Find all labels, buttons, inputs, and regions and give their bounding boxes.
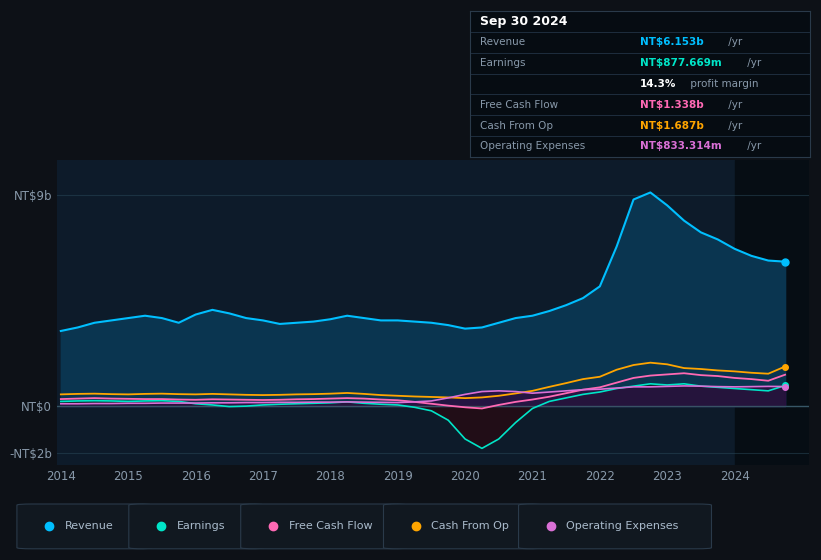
Text: Revenue: Revenue: [65, 521, 113, 531]
Text: /yr: /yr: [725, 38, 742, 48]
FancyBboxPatch shape: [519, 504, 712, 549]
FancyBboxPatch shape: [383, 504, 542, 549]
FancyBboxPatch shape: [129, 504, 264, 549]
Text: NT$877.669m: NT$877.669m: [640, 58, 722, 68]
Text: 14.3%: 14.3%: [640, 79, 676, 89]
Text: profit margin: profit margin: [687, 79, 759, 89]
Text: NT$6.153b: NT$6.153b: [640, 38, 704, 48]
FancyBboxPatch shape: [241, 504, 406, 549]
Text: Cash From Op: Cash From Op: [479, 120, 553, 130]
Text: /yr: /yr: [745, 58, 762, 68]
Text: Cash From Op: Cash From Op: [431, 521, 509, 531]
Text: Earnings: Earnings: [479, 58, 525, 68]
Text: /yr: /yr: [745, 141, 762, 151]
Text: Revenue: Revenue: [479, 38, 525, 48]
Bar: [735, 160, 809, 465]
FancyBboxPatch shape: [17, 504, 152, 549]
Text: Free Cash Flow: Free Cash Flow: [288, 521, 372, 531]
Text: NT$833.314m: NT$833.314m: [640, 141, 722, 151]
Text: Earnings: Earnings: [177, 521, 225, 531]
Text: Sep 30 2024: Sep 30 2024: [479, 15, 567, 28]
Text: /yr: /yr: [725, 100, 742, 110]
Text: Operating Expenses: Operating Expenses: [479, 141, 585, 151]
Text: Free Cash Flow: Free Cash Flow: [479, 100, 558, 110]
Text: /yr: /yr: [725, 120, 742, 130]
Text: NT$1.687b: NT$1.687b: [640, 120, 704, 130]
Text: Operating Expenses: Operating Expenses: [566, 521, 679, 531]
Text: NT$1.338b: NT$1.338b: [640, 100, 704, 110]
